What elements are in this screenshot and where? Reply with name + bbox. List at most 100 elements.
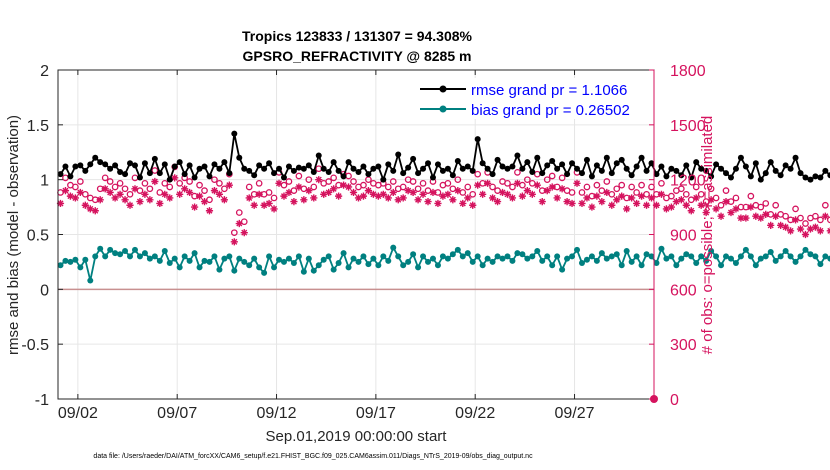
bias-point bbox=[723, 253, 730, 260]
bias-point bbox=[171, 255, 178, 262]
rmse-point bbox=[266, 160, 273, 167]
rmse-point bbox=[678, 172, 685, 179]
obs-assimilated-point bbox=[359, 192, 368, 200]
rmse-point bbox=[231, 130, 238, 137]
bias-point bbox=[256, 264, 263, 271]
obs-assimilated-point bbox=[429, 188, 437, 197]
bias-point bbox=[186, 257, 193, 264]
bias-point bbox=[390, 244, 397, 251]
obs-possible-point bbox=[697, 190, 705, 198]
rmse-point bbox=[603, 154, 610, 161]
obs-assimilated-point bbox=[682, 201, 690, 209]
obs-assimilated-point bbox=[533, 181, 541, 189]
bias-point bbox=[216, 266, 223, 273]
obs-assimilated-point bbox=[136, 198, 144, 206]
bias-point bbox=[668, 253, 675, 260]
obs-assimilated-point bbox=[434, 199, 442, 208]
obs-assimilated-point bbox=[762, 210, 770, 218]
obs-assimilated-point bbox=[791, 216, 800, 224]
rmse-point bbox=[236, 154, 243, 161]
obs-assimilated-point bbox=[146, 196, 154, 204]
obs-possible-point bbox=[717, 201, 725, 209]
bias-point bbox=[757, 255, 764, 262]
obs-possible-point bbox=[245, 183, 253, 191]
obs-possible-point bbox=[230, 229, 238, 237]
obs-assimilated-point bbox=[310, 194, 318, 202]
obs-assimilated-point bbox=[379, 190, 387, 198]
rmse-point bbox=[415, 170, 422, 177]
rmse-point bbox=[261, 165, 268, 172]
bias-point bbox=[395, 253, 402, 260]
rmse-point bbox=[807, 176, 814, 183]
bias-point bbox=[648, 253, 655, 260]
bias-point bbox=[434, 262, 441, 269]
obs-assimilated-point bbox=[285, 188, 293, 197]
obs-assimilated-point bbox=[339, 181, 348, 189]
bias-point bbox=[549, 262, 556, 269]
obs-possible-point bbox=[121, 185, 129, 193]
left-y-tick-label: 1.5 bbox=[27, 118, 49, 135]
right-y-tick-label: 300 bbox=[670, 337, 697, 354]
rmse-point bbox=[102, 161, 109, 168]
obs-possible-point bbox=[350, 178, 357, 185]
legend: rmse grand pr = 1.1066 bias grand pr = 0… bbox=[413, 78, 653, 119]
obs-possible-point bbox=[593, 181, 601, 189]
rmse-point bbox=[797, 170, 804, 177]
obs-possible-point bbox=[668, 192, 675, 200]
bias-point bbox=[742, 246, 749, 253]
rmse-point bbox=[146, 170, 153, 177]
rmse-point bbox=[623, 165, 630, 172]
bias-point bbox=[772, 257, 779, 264]
obs-assimilated-point bbox=[707, 196, 715, 204]
obs-assimilated-point bbox=[623, 205, 631, 213]
bias-point bbox=[767, 249, 774, 256]
rmse-point bbox=[201, 163, 208, 170]
obs-assimilated-point bbox=[543, 187, 551, 195]
left-y-tick-label: 1 bbox=[40, 173, 49, 190]
rmse-point bbox=[112, 162, 119, 169]
obs-possible-point bbox=[578, 189, 586, 196]
obs-assimilated-point bbox=[538, 198, 546, 206]
bias-point bbox=[643, 251, 650, 258]
obs-assimilated-point bbox=[220, 196, 228, 204]
obs-possible-point bbox=[677, 185, 685, 193]
bias-point bbox=[151, 253, 158, 260]
rmse-point bbox=[171, 163, 178, 170]
bias-point bbox=[315, 262, 322, 269]
rmse-point bbox=[827, 172, 830, 179]
bias-point bbox=[226, 253, 233, 260]
x-tick-label: 09/12 bbox=[257, 405, 297, 422]
rmse-point bbox=[757, 176, 764, 183]
rmse-point bbox=[703, 167, 710, 174]
rmse-point bbox=[429, 174, 436, 181]
obs-assimilated-point bbox=[474, 181, 482, 189]
rmse-point bbox=[817, 174, 824, 181]
obs-assimilated-point bbox=[255, 190, 263, 198]
obs-assimilated-point bbox=[419, 190, 427, 198]
obs-possible-point bbox=[101, 174, 109, 182]
rmse-point bbox=[688, 174, 695, 181]
obs-assimilated-point bbox=[295, 183, 303, 191]
bias-point bbox=[77, 264, 84, 271]
obs-possible-point bbox=[558, 174, 566, 182]
obs-assimilated-point bbox=[320, 190, 328, 198]
rmse-point bbox=[638, 154, 645, 161]
obs-assimilated-point bbox=[181, 185, 189, 193]
rmse-point bbox=[271, 170, 278, 177]
bias-point bbox=[544, 253, 551, 260]
rmse-point bbox=[325, 168, 332, 175]
obs-assimilated-point bbox=[111, 194, 119, 202]
obs-assimilated-point bbox=[210, 187, 219, 195]
obs-assimilated-point bbox=[568, 199, 576, 208]
bias-point bbox=[698, 253, 705, 260]
rmse-point bbox=[330, 159, 337, 166]
left-y-tick-label: 2 bbox=[40, 63, 49, 80]
bias-point bbox=[420, 253, 427, 260]
bias-point bbox=[633, 253, 640, 260]
bias-point bbox=[494, 253, 501, 260]
obs-possible-point bbox=[72, 183, 79, 191]
bias-point bbox=[221, 255, 228, 262]
obs-assimilated-point bbox=[444, 190, 452, 198]
obs-assimilated-point bbox=[642, 201, 651, 209]
bias-point bbox=[117, 251, 124, 258]
